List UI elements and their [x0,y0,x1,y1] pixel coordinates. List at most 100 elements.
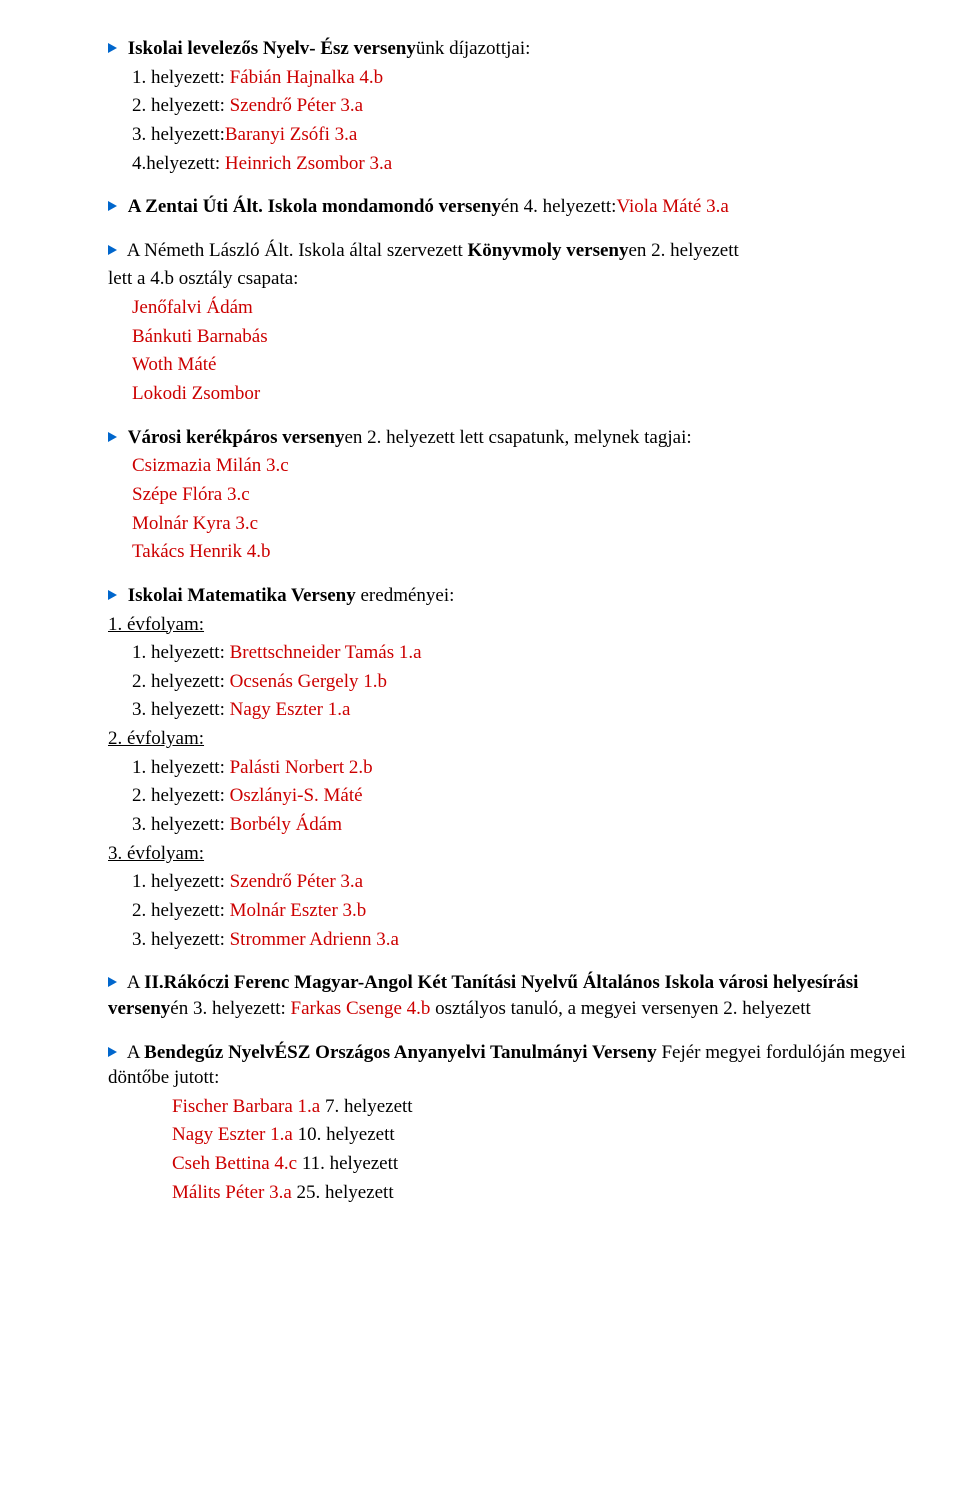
section-rakoczi: A II.Rákóczi Ferenc Magyar-Angol Két Tan… [108,970,912,1021]
name: Palásti Norbert 2.b [230,757,373,778]
member-4: Málits Péter 3.a 25. helyezett [108,1180,912,1206]
winner: Viola Máté 3.a [616,196,728,217]
label: 1. helyezett: [132,871,230,892]
label: 2. helyezett: [132,785,230,806]
member-4: Takács Henrik 4.b [108,539,912,565]
rank: 7. helyezett [320,1096,412,1117]
g2-p1: 1. helyezett: Palásti Norbert 2.b [108,755,912,781]
rest: en 2. helyezett lett csapatunk, melynek … [344,427,691,448]
label: 3. helyezett: [132,814,230,835]
member-3: Woth Máté [108,352,912,378]
member-2: Bánkuti Barnabás [108,324,912,350]
bullet-icon [108,1047,117,1057]
heading-line: Iskolai levelezős Nyelv- Ész versenyünk … [108,36,912,62]
bullet-icon [108,43,117,53]
heading-bold: Iskolai levelezős Nyelv- Ész verseny [128,38,416,59]
suffix: osztályos tanuló, a megyei versenyen 2. … [430,998,810,1019]
place-4: 4.helyezett: Heinrich Zsombor 3.a [108,151,912,177]
member-3: Cseh Bettina 4.c 11. helyezett [108,1151,912,1177]
prefix: A [127,972,144,993]
place-1-name: Fábián Hajnalka 4.b [230,67,384,88]
place-2-name: Szendrő Péter 3.a [230,95,363,116]
member-3: Molnár Kyra 3.c [108,511,912,537]
g2-p2: 2. helyezett: Oszlányi-S. Máté [108,783,912,809]
grade-1-heading: 1. évfolyam: [108,612,912,638]
bullet-icon [108,432,117,442]
g3-p2: 2. helyezett: Molnár Eszter 3.b [108,898,912,924]
bold-part: A Zentai Úti Ált. Iskola mondamondó vers… [128,196,501,217]
section-bendeguz: A Bendegúz NyelvÉSZ Országos Anyanyelvi … [108,1040,912,1206]
section-konyvmoly: A Németh László Ált. Iskola által szerve… [108,238,912,407]
member-1: Csizmazia Milán 3.c [108,453,912,479]
bullet-icon [108,201,117,211]
section-matematika: Iskolai Matematika Verseny eredményei: 1… [108,583,912,952]
place-3-name: Baranyi Zsófi 3.a [225,124,357,145]
bold-part: Városi kerékpáros verseny [128,427,345,448]
section-nyelv-esz: Iskolai levelezős Nyelv- Ész versenyünk … [108,36,912,176]
label: 2. helyezett: [132,900,230,921]
g3-p3: 3. helyezett: Strommer Adrienn 3.a [108,927,912,953]
paragraph: A Bendegúz NyelvÉSZ Országos Anyanyelvi … [108,1040,912,1091]
rank: 11. helyezett [297,1153,398,1174]
name: Ocsenás Gergely 1.b [230,671,387,692]
rest: én 4. helyezett: [501,196,617,217]
label: 1. helyezett: [132,642,230,663]
paragraph: A II.Rákóczi Ferenc Magyar-Angol Két Tan… [108,970,912,1021]
place-1-label: 1. helyezett: [132,67,230,88]
name: Strommer Adrienn 3.a [230,929,399,950]
line-1: Városi kerékpáros versenyen 2. helyezett… [108,425,912,451]
place-3-label: 3. helyezett: [132,124,225,145]
name: Molnár Eszter 3.b [230,900,367,921]
grade-3-heading: 3. évfolyam: [108,841,912,867]
rank: 10. helyezett [293,1124,395,1145]
label: 1. helyezett: [132,757,230,778]
label: 3. helyezett: [132,699,230,720]
place-2: 2. helyezett: Szendrő Péter 3.a [108,93,912,119]
name: Nagy Eszter 1.a [172,1124,293,1145]
line-2: lett a 4.b osztály csapata: [108,266,912,292]
g3-p1: 1. helyezett: Szendrő Péter 3.a [108,869,912,895]
label: 3. helyezett: [132,929,230,950]
member-2: Szépe Flóra 3.c [108,482,912,508]
place-2-label: 2. helyezett: [132,95,230,116]
bullet-icon [108,245,117,255]
member-1: Jenőfalvi Ádám [108,295,912,321]
g1-p2: 2. helyezett: Ocsenás Gergely 1.b [108,669,912,695]
heading-bold: Iskolai Matematika Verseny [128,585,356,606]
place-4-name: Heinrich Zsombor 3.a [225,153,392,174]
bold-part: Könyvmoly verseny [468,240,629,261]
prefix: A [127,1042,144,1063]
rank: 25. helyezett [292,1182,394,1203]
place-3: 3. helyezett:Baranyi Zsófi 3.a [108,122,912,148]
name: Fischer Barbara 1.a [172,1096,320,1117]
bullet-icon [108,590,117,600]
winner: Farkas Csenge 4.b [291,998,431,1019]
g1-p3: 3. helyezett: Nagy Eszter 1.a [108,697,912,723]
prefix: A Németh László Ált. Iskola által szerve… [127,240,468,261]
name: Nagy Eszter 1.a [230,699,351,720]
suffix: en 2. helyezett [629,240,739,261]
name: Brettschneider Tamás 1.a [230,642,422,663]
place-4-label: 4.helyezett: [132,153,225,174]
heading-rest: eredményei: [356,585,455,606]
name: Szendrő Péter 3.a [230,871,363,892]
grade-2-heading: 2. évfolyam: [108,726,912,752]
name: Málits Péter 3.a [172,1182,292,1203]
member-2: Nagy Eszter 1.a 10. helyezett [108,1122,912,1148]
g2-p3: 3. helyezett: Borbély Ádám [108,812,912,838]
heading-rest: ünk díjazottjai: [416,38,531,59]
g1-p1: 1. helyezett: Brettschneider Tamás 1.a [108,640,912,666]
section-kerekparos: Városi kerékpáros versenyen 2. helyezett… [108,425,912,565]
section-mondamondo: A Zentai Úti Ált. Iskola mondamondó vers… [108,194,912,220]
line-1: A Németh László Ált. Iskola által szerve… [108,238,912,264]
line: A Zentai Úti Ált. Iskola mondamondó vers… [108,194,912,220]
name: Cseh Bettina 4.c [172,1153,297,1174]
heading: Iskolai Matematika Verseny eredményei: [108,583,912,609]
member-4: Lokodi Zsombor [108,381,912,407]
bold-part: Bendegúz NyelvÉSZ Országos Anyanyelvi Ta… [144,1042,657,1063]
name: Borbély Ádám [230,814,342,835]
member-1: Fischer Barbara 1.a 7. helyezett [108,1094,912,1120]
label: 2. helyezett: [132,671,230,692]
name: Oszlányi-S. Máté [230,785,363,806]
mid: én 3. helyezett: [170,998,290,1019]
